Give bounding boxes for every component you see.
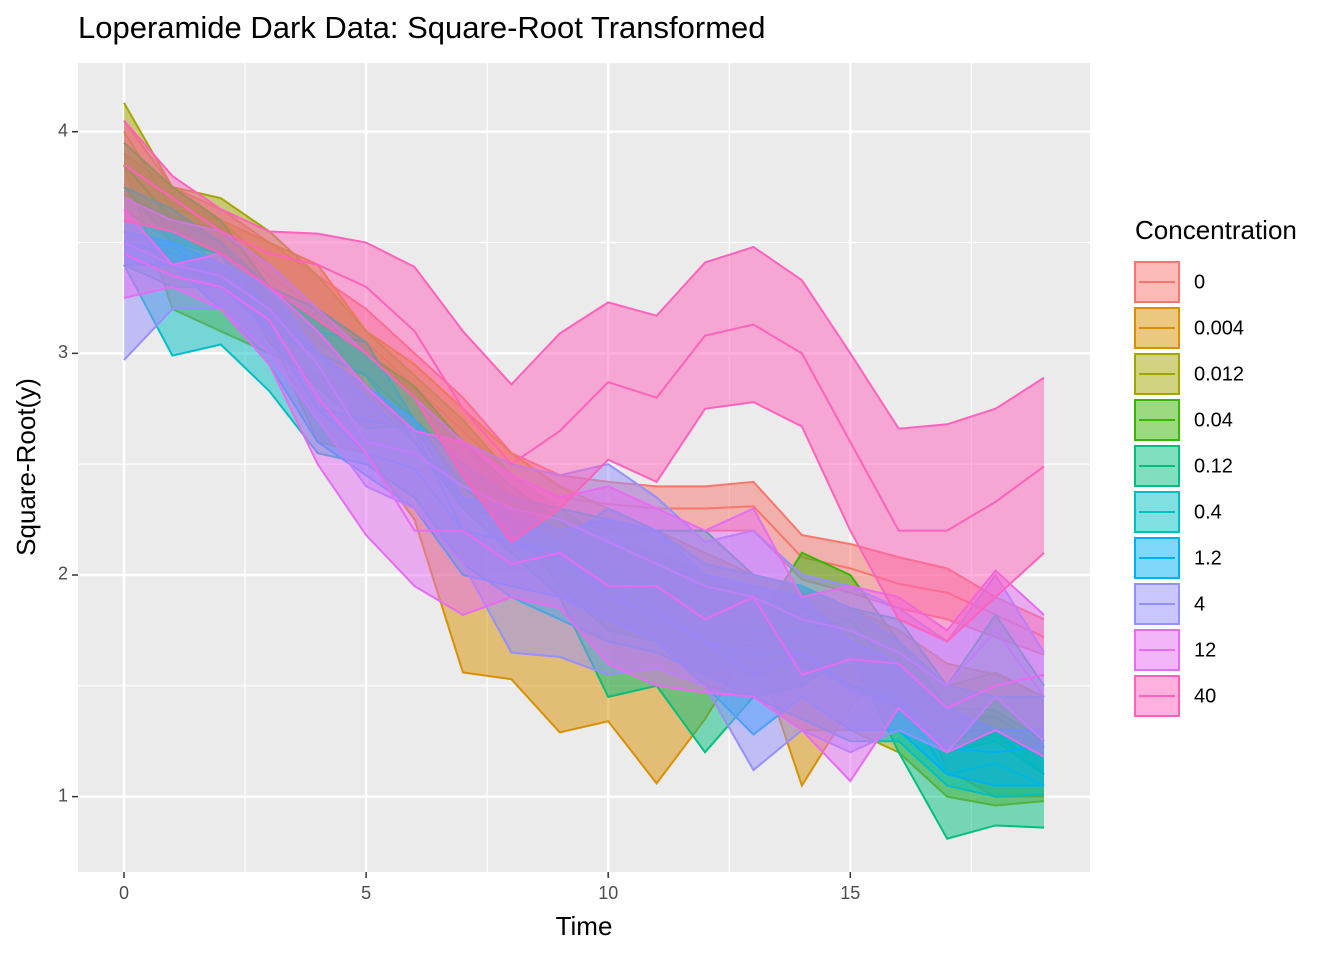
- legend-label: 12: [1194, 639, 1216, 661]
- legend-label: 0.12: [1194, 455, 1233, 477]
- ribbon: [124, 209, 1044, 782]
- y-tick-label: 4: [58, 120, 68, 140]
- legend-label: 0.004: [1194, 317, 1244, 339]
- mean-line: [123, 252, 1045, 710]
- legend-label: 1.2: [1194, 547, 1222, 569]
- y-tick-label: 3: [58, 342, 68, 362]
- legend-label: 0: [1194, 271, 1205, 293]
- legend-label: 0.4: [1194, 501, 1222, 523]
- ribbon-lower-edge: [123, 219, 1045, 643]
- legend-label: 40: [1194, 685, 1216, 707]
- legend-label: 4: [1194, 593, 1205, 615]
- x-tick-label: 0: [119, 883, 129, 903]
- y-tick-label: 1: [58, 785, 68, 805]
- x-tick-label: 10: [598, 883, 618, 903]
- ribbon-lower-edge: [123, 285, 1045, 783]
- y-tick-label: 2: [58, 564, 68, 584]
- x-axis-title: Time: [556, 911, 613, 941]
- ribbon: [124, 120, 1044, 642]
- y-axis-title: Square-Root(y): [11, 378, 41, 556]
- legend-title: Concentration: [1135, 215, 1297, 245]
- ribbon-upper-edge: [123, 119, 1045, 430]
- x-tick-label: 5: [361, 883, 371, 903]
- legend-label: 0.012: [1194, 363, 1244, 385]
- plot-area: [78, 63, 1090, 872]
- chart-title: Loperamide Dark Data: Square-Root Transf…: [78, 10, 766, 45]
- legend-label: 0.04: [1194, 409, 1233, 431]
- mean-line: [123, 164, 1045, 532]
- x-tick-label: 15: [840, 883, 860, 903]
